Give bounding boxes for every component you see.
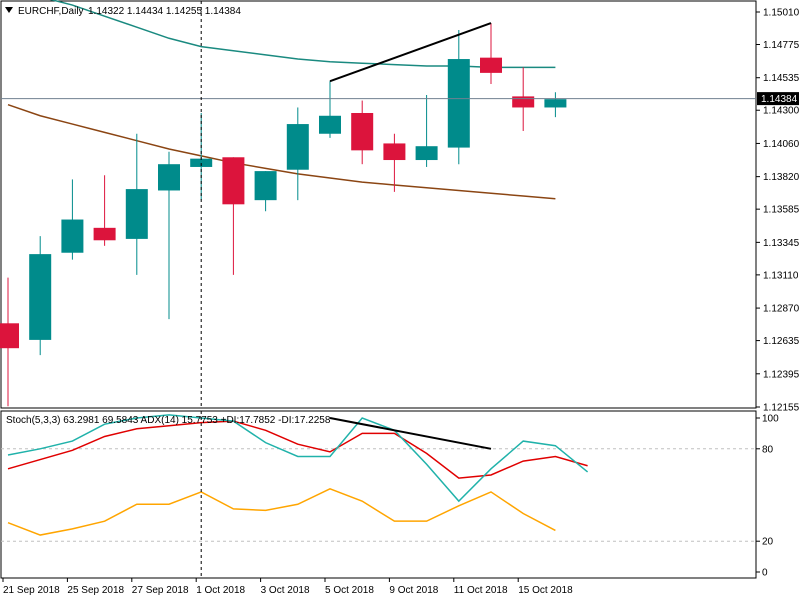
candle [61, 179, 84, 260]
candle-body [158, 164, 180, 191]
adx-polyline [7, 488, 556, 536]
price-tick-label: 1.14775 [763, 40, 800, 51]
candle [286, 107, 309, 201]
price-tick-label: 1.13345 [763, 238, 800, 249]
current-price-value: 1.14384 [761, 94, 798, 105]
price-panel-header: EURCHF,Daily 1.14322 1.14434 1.14255 1.1… [5, 6, 241, 17]
date-tick-label: 21 Sep 2018 [3, 585, 60, 596]
candle-body [222, 157, 245, 205]
candle [0, 277, 19, 407]
indicator-trendline-segment[interactable] [329, 417, 492, 450]
price-trendline-segment[interactable] [329, 22, 492, 83]
candle-body [286, 124, 309, 170]
candle-body [480, 57, 502, 73]
candle-body [447, 59, 470, 148]
price-panel[interactable]: EURCHF,Daily 1.14322 1.14434 1.14255 1.1… [0, 0, 757, 409]
candle-body [93, 227, 116, 241]
candle-body [61, 219, 84, 253]
indicator-panel-border [0, 410, 757, 579]
slow-moving-average-line [7, 103, 556, 200]
stochastic-signal-polyline [7, 420, 588, 479]
candle-body [512, 96, 535, 108]
price-axis: 1.15010 1.14775 1.14535 1.14300 1.14060 1.138… [756, 8, 800, 414]
level-tick-label: 100 [762, 414, 779, 425]
level-tick-label: 0 [762, 568, 768, 579]
date-tick-label: 5 Oct 2018 [325, 585, 374, 596]
price-tick-label: 1.12395 [763, 369, 800, 380]
candle-body [319, 115, 341, 134]
candle [158, 151, 180, 320]
date-tick-label: 3 Oct 2018 [261, 585, 310, 596]
price-panel-border [0, 0, 757, 409]
price-tick-label: 1.12635 [763, 336, 800, 347]
level-tick-label: 80 [762, 444, 774, 455]
stochastic-signal-line [7, 420, 588, 479]
time-axis: 21 Sep 2018 25 Sep 2018 27 Sep 2018 1 Oct 2… [2, 578, 573, 596]
candle-body [254, 171, 277, 201]
current-price-tag: 1.14384 [757, 92, 799, 106]
ohlc-label: 1.14322 1.14434 1.14255 1.14384 [88, 6, 241, 17]
symbol-label: EURCHF,Daily [18, 6, 84, 17]
candlesticks [0, 23, 567, 407]
candle [383, 133, 406, 192]
price-tick-label: 1.13820 [763, 172, 800, 183]
candle [319, 81, 341, 138]
candle [480, 23, 502, 84]
candle-body [125, 189, 148, 239]
candle [222, 157, 245, 275]
date-tick-label: 15 Oct 2018 [518, 585, 573, 596]
candle [254, 171, 277, 212]
price-tick-label: 1.12870 [763, 304, 800, 315]
stochastic-main-polyline [7, 414, 589, 503]
candle-body [190, 158, 213, 167]
price-tick-label: 1.15010 [763, 8, 800, 19]
level-tick-label: 20 [762, 537, 774, 548]
price-tick-label: 1.14535 [763, 73, 800, 84]
date-tick-label: 27 Sep 2018 [132, 585, 189, 596]
date-tick-label: 11 Oct 2018 [454, 585, 508, 596]
candle-body [0, 323, 19, 349]
price-tick-label: 1.14060 [763, 139, 800, 150]
price-tick-label: 1.14300 [763, 106, 800, 117]
current-price-tag-background [757, 92, 799, 106]
candle [29, 236, 52, 356]
stochastic-main-line [7, 414, 589, 503]
price-tick-label: 1.13585 [763, 205, 800, 216]
date-tick-label: 1 Oct 2018 [196, 585, 245, 596]
candle [415, 95, 438, 167]
price-tick-label: 1.12155 [763, 403, 800, 414]
slow-moving-average [7, 103, 556, 200]
date-tick-label: 25 Sep 2018 [67, 585, 124, 596]
price-trendline[interactable] [329, 22, 492, 83]
candle [447, 29, 470, 165]
adx-line [7, 488, 556, 536]
dropdown-triangle-icon[interactable] [5, 7, 13, 13]
candle-body [544, 99, 567, 108]
candle-body [29, 254, 52, 340]
indicator-panel[interactable]: Stoch(5,3,3) 63.2981 69.5843 ADX(14) 15.… [0, 410, 757, 579]
candle [125, 133, 148, 275]
candle [544, 92, 567, 118]
indicator-axis: 100 80 20 0 [756, 414, 779, 579]
indicator-trendline[interactable] [329, 417, 492, 450]
candle-body [415, 146, 438, 161]
candle [93, 175, 116, 246]
candle-body [351, 112, 374, 151]
price-tick-label: 1.13110 [763, 270, 799, 281]
date-tick-label: 9 Oct 2018 [389, 585, 438, 596]
indicator-header: Stoch(5,3,3) 63.2981 69.5843 ADX(14) 15.… [6, 415, 331, 426]
candle [351, 100, 374, 165]
candle [512, 67, 535, 131]
candle-body [383, 143, 406, 161]
